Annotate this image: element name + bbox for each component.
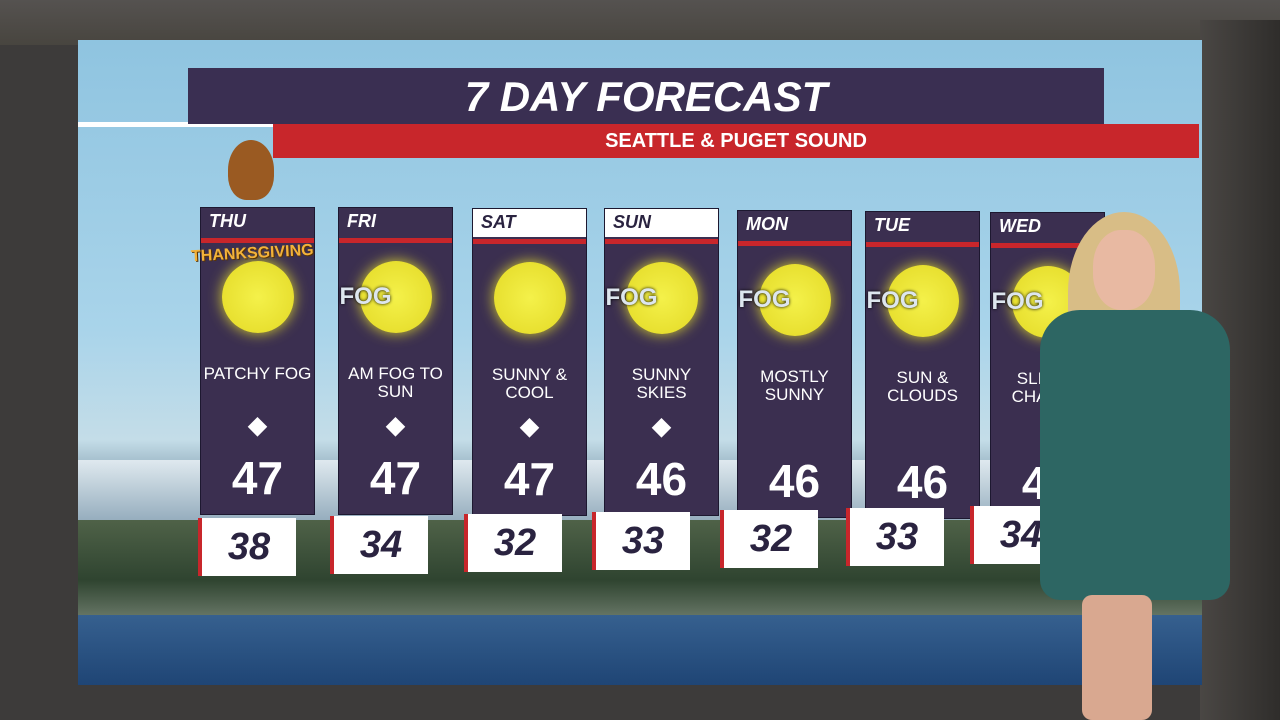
day-column-sun: SUN FOG SUNNY SKIES ◆ 46	[604, 208, 719, 516]
presenter-legs	[1082, 595, 1152, 720]
condition: PATCHY FOG	[203, 364, 312, 383]
water-backdrop	[78, 615, 1202, 685]
day-column-sat: SAT SUNNY & COOL ◆ 47	[472, 208, 587, 516]
presenter-face	[1093, 230, 1155, 310]
low-temp: 34	[330, 516, 428, 574]
low-temp: 33	[846, 508, 944, 566]
divider	[991, 243, 1104, 248]
day-label: TUE	[874, 215, 910, 235]
day-column-mon: MON FOG MOSTLY SUNNY 46	[737, 210, 852, 518]
forecast-screen: 7 DAY FORECAST SEATTLE & PUGET SOUND THU…	[78, 40, 1202, 685]
divider	[201, 238, 314, 243]
day-label: THU	[209, 211, 246, 231]
low-temp: 32	[464, 514, 562, 572]
condition: AM FOG TO SUN	[348, 364, 443, 401]
divider	[866, 242, 979, 247]
sun-fog-icon: FOG	[867, 265, 959, 337]
logo-empty	[866, 415, 979, 455]
day-column-thu: THU PATCHY FOG ◆ 47	[200, 207, 315, 515]
fog-label: FOG	[339, 283, 392, 310]
divider	[78, 122, 278, 127]
day-label: SAT	[473, 209, 586, 237]
fog-label: FOG	[605, 284, 658, 311]
fog-label: FOG	[991, 288, 1044, 315]
kraken-logo: ◆	[386, 412, 405, 439]
page-title: 7 DAY FORECAST	[188, 68, 1104, 124]
divider	[339, 238, 452, 243]
low-temp: 32	[720, 510, 818, 568]
turkey-icon	[228, 140, 274, 200]
divider	[605, 239, 718, 244]
day-label: WED	[999, 216, 1041, 236]
sun-fog-icon: FOG	[606, 262, 698, 334]
fog-label: FOG	[866, 287, 919, 314]
condition: SUN & CLOUDS	[887, 368, 958, 405]
day-label: FRI	[347, 211, 376, 231]
day-label: SUN	[605, 209, 718, 237]
fog-label: FOG	[738, 286, 791, 313]
sun-fog-icon: FOG	[340, 261, 432, 333]
day-column-fri: FRI FOG AM FOG TO SUN ◆ 47	[338, 207, 453, 515]
condition: SUNNY SKIES	[631, 365, 692, 402]
sun-cloud-icon	[221, 261, 294, 333]
sun-haze-icon	[493, 262, 566, 334]
divider	[738, 241, 851, 246]
sounders-logo: ◆	[652, 413, 671, 440]
high-temp: 46	[896, 456, 949, 508]
sun-fog-icon: FOG	[739, 264, 831, 336]
condition: SUNNY & COOL	[491, 365, 568, 402]
high-temp: 47	[503, 453, 556, 505]
page-subtitle: SEATTLE & PUGET SOUND	[273, 124, 1199, 158]
high-temp: 46	[635, 453, 688, 505]
low-temp: 33	[592, 512, 690, 570]
presenter-body	[1040, 310, 1230, 600]
low-temp: 38	[198, 518, 296, 576]
studio-wall	[0, 0, 1280, 45]
logo-empty	[738, 414, 851, 454]
day-column-tue: TUE FOG SUN & CLOUDS 46	[865, 211, 980, 519]
high-temp: 47	[369, 452, 422, 504]
condition: MOSTLY SUNNY	[760, 367, 829, 404]
day-label: MON	[746, 214, 788, 234]
divider	[473, 239, 586, 244]
seahawks-logo: ◆	[248, 412, 267, 439]
high-temp: 47	[231, 452, 284, 504]
uw-wsu-logos: ◆	[520, 413, 539, 440]
high-temp: 46	[768, 455, 821, 507]
